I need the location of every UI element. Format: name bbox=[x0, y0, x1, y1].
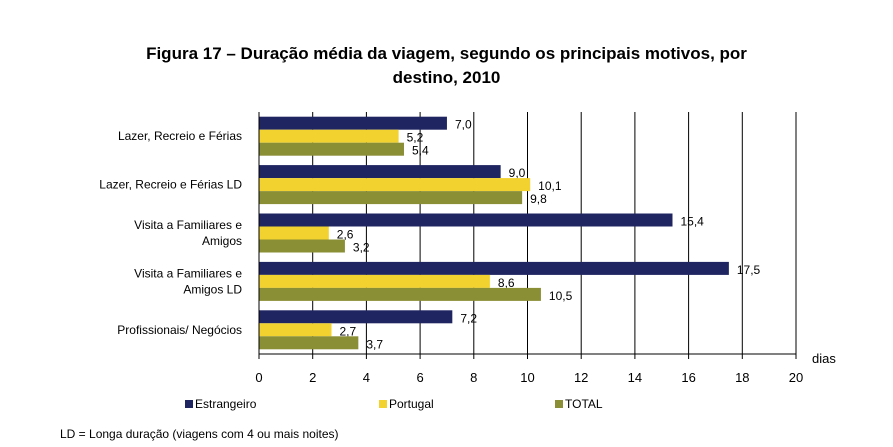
category-label: Profissionais/ Negócios bbox=[117, 323, 242, 337]
data-label: 7,2 bbox=[460, 311, 477, 325]
x-tick-label: 18 bbox=[735, 370, 749, 385]
legend-label: Estrangeiro bbox=[195, 397, 257, 411]
bar-portugal bbox=[259, 323, 332, 337]
bar-estrangeiro bbox=[259, 213, 673, 227]
bar-estrangeiro bbox=[259, 261, 729, 275]
x-tick-label: 2 bbox=[309, 370, 316, 385]
data-label: 8,6 bbox=[498, 276, 515, 290]
data-label: 5,4 bbox=[412, 144, 429, 158]
bar-portugal bbox=[259, 226, 329, 240]
bar-total bbox=[259, 142, 404, 156]
data-label: 3,2 bbox=[353, 241, 370, 255]
data-label: 10,1 bbox=[538, 179, 562, 193]
data-label: 2,7 bbox=[339, 324, 356, 338]
data-label: 3,7 bbox=[366, 337, 383, 351]
bar-total bbox=[259, 287, 541, 301]
legend-swatch-estrangeiro bbox=[185, 400, 193, 408]
data-label: 5,2 bbox=[407, 131, 424, 145]
x-axis-label: dias bbox=[812, 351, 836, 366]
bar-portugal bbox=[259, 274, 490, 288]
chart-title: Figura 17 – Duração média da viagem, seg… bbox=[0, 42, 893, 90]
x-tick-label: 4 bbox=[363, 370, 370, 385]
x-tick-label: 12 bbox=[574, 370, 588, 385]
bar-estrangeiro bbox=[259, 116, 447, 130]
legend-swatch-total bbox=[555, 400, 563, 408]
x-tick-label: 6 bbox=[416, 370, 423, 385]
x-tick-label: 0 bbox=[255, 370, 262, 385]
bar-portugal bbox=[259, 178, 531, 192]
category-label: Visita a Familiares e bbox=[134, 266, 242, 280]
bar-portugal bbox=[259, 129, 399, 143]
legend-swatch-portugal bbox=[379, 400, 387, 408]
bar-estrangeiro bbox=[259, 310, 453, 324]
chart-title-line-2: destino, 2010 bbox=[392, 68, 501, 87]
footnote: LD = Longa duração (viagens com 4 ou mai… bbox=[60, 427, 339, 441]
category-label: Amigos bbox=[202, 234, 242, 248]
category-label: Amigos LD bbox=[183, 282, 242, 296]
data-label: 10,5 bbox=[549, 289, 573, 303]
data-label: 17,5 bbox=[737, 263, 761, 277]
data-label: 9,0 bbox=[509, 166, 526, 180]
data-label: 7,0 bbox=[455, 118, 472, 132]
x-tick-label: 10 bbox=[520, 370, 534, 385]
legend-label: TOTAL bbox=[565, 397, 603, 411]
legend-label: Portugal bbox=[389, 397, 434, 411]
data-label: 15,4 bbox=[680, 215, 704, 229]
bar-estrangeiro bbox=[259, 165, 501, 179]
x-tick-label: 20 bbox=[789, 370, 803, 385]
bar-total bbox=[259, 239, 345, 253]
x-tick-label: 16 bbox=[681, 370, 695, 385]
bar-total bbox=[259, 336, 359, 350]
category-label: Lazer, Recreio e Férias LD bbox=[99, 178, 242, 192]
data-label: 9,8 bbox=[530, 192, 547, 206]
category-label: Visita a Familiares e bbox=[134, 218, 242, 232]
x-tick-label: 8 bbox=[470, 370, 477, 385]
category-label: Lazer, Recreio e Férias bbox=[118, 129, 242, 143]
chart-title-line-1: Figura 17 – Duração média da viagem, seg… bbox=[146, 44, 747, 63]
x-tick-label: 14 bbox=[628, 370, 642, 385]
bar-total bbox=[259, 191, 523, 205]
data-label: 2,6 bbox=[337, 228, 354, 242]
